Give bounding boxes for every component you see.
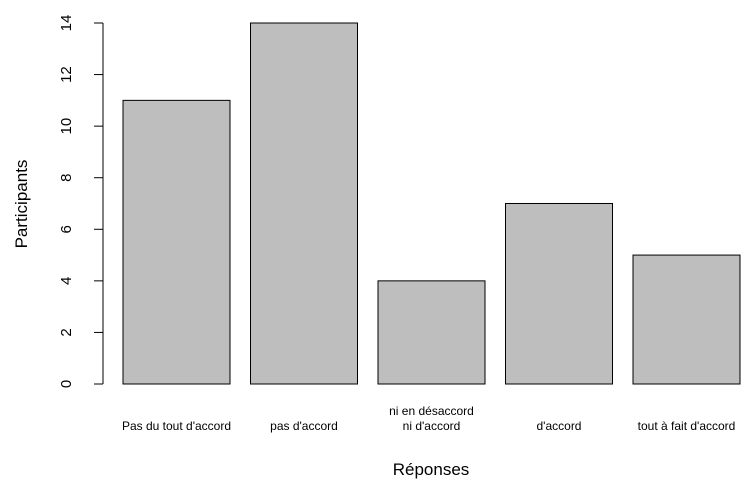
- y-tick-label: 10: [58, 118, 75, 135]
- bar: [122, 99, 231, 385]
- y-tick-label: 2: [58, 328, 75, 336]
- bar: [377, 280, 486, 385]
- x-category-label: pas d'accord: [270, 419, 338, 433]
- y-tick-label: 6: [58, 225, 75, 233]
- x-category-label: tout à fait d'accord: [638, 419, 736, 433]
- bars: [122, 22, 741, 385]
- bar: [250, 22, 358, 385]
- x-category-labels: Pas du tout d'accord pas d'accord ni en dé…: [122, 404, 735, 433]
- y-tick-label: 0: [58, 380, 75, 388]
- bar: [505, 203, 613, 385]
- x-category-label: Pas du tout d'accord: [122, 419, 231, 433]
- y-axis-title: Participants: [12, 160, 31, 249]
- y-tick-label: 14: [58, 15, 75, 32]
- y-tick-label: 8: [58, 174, 75, 182]
- y-axis: 0 2 4 6 8 10 12 14: [58, 15, 104, 388]
- x-axis-title: Réponses: [393, 460, 470, 479]
- bar: [632, 254, 741, 385]
- x-category-label: ni en désaccord: [389, 404, 474, 418]
- y-tick-label: 12: [58, 66, 75, 83]
- x-category-label: ni d'accord: [403, 419, 461, 433]
- x-category-label: d'accord: [537, 419, 582, 433]
- y-tick-label: 4: [58, 277, 75, 285]
